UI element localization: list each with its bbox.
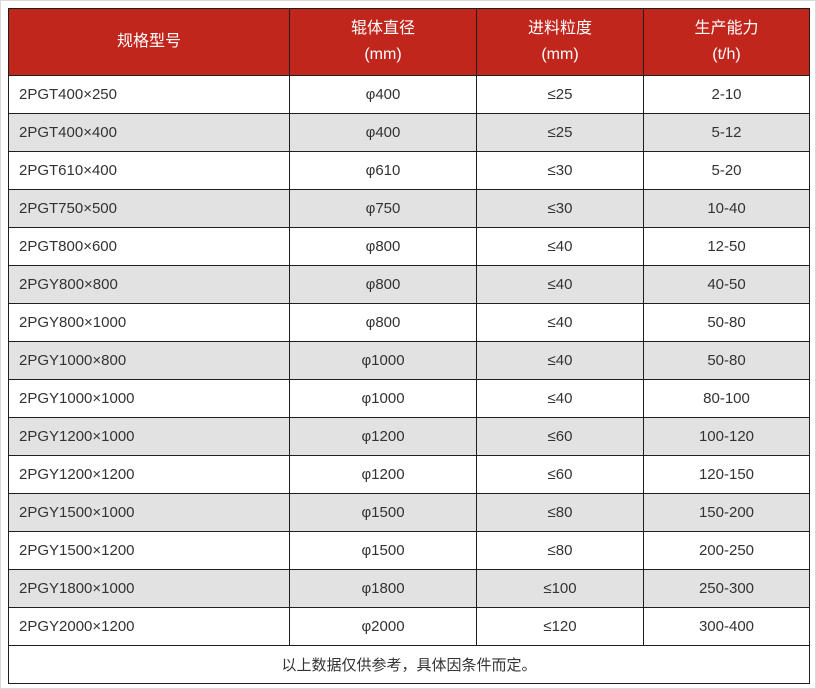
cell-capacity: 5-20 <box>643 151 810 190</box>
cell-capacity: 50-80 <box>643 303 810 342</box>
cell-roller-diameter: φ610 <box>289 151 477 190</box>
cell-model: 2PGY2000×1200 <box>8 607 290 646</box>
cell-capacity: 40-50 <box>643 265 810 304</box>
cell-feed-size: ≤30 <box>476 151 644 190</box>
cell-capacity: 300-400 <box>643 607 810 646</box>
table-row: 2PGY1500×1200 φ1500 ≤80 200-250 <box>8 531 810 570</box>
cell-roller-diameter: φ1800 <box>289 569 477 608</box>
cell-feed-size: ≤25 <box>476 113 644 152</box>
cell-feed-size: ≤80 <box>476 493 644 532</box>
cell-roller-diameter: φ1200 <box>289 417 477 456</box>
cell-feed-size: ≤120 <box>476 607 644 646</box>
cell-capacity: 80-100 <box>643 379 810 418</box>
cell-capacity: 2-10 <box>643 75 810 114</box>
cell-feed-size: ≤40 <box>476 379 644 418</box>
cell-capacity: 120-150 <box>643 455 810 494</box>
col-header-capacity-label: 生产能力 <box>694 20 759 37</box>
cell-roller-diameter: φ1200 <box>289 455 477 494</box>
cell-roller-diameter: φ1000 <box>289 341 477 380</box>
cell-model: 2PGY1200×1200 <box>8 455 290 494</box>
cell-roller-diameter: φ1500 <box>289 531 477 570</box>
table-row: 2PGY1500×1000 φ1500 ≤80 150-200 <box>8 493 810 532</box>
table-row: 2PGY1000×1000 φ1000 ≤40 80-100 <box>8 379 810 418</box>
cell-roller-diameter: φ800 <box>289 265 477 304</box>
cell-roller-diameter: φ800 <box>289 227 477 266</box>
cell-feed-size: ≤40 <box>476 303 644 342</box>
cell-model: 2PGT610×400 <box>8 151 290 190</box>
col-header-feed-size-unit: (mm) <box>541 46 579 63</box>
cell-capacity: 5-12 <box>643 113 810 152</box>
cell-roller-diameter: φ1500 <box>289 493 477 532</box>
table-row: 2PGT610×400 φ610 ≤30 5-20 <box>8 151 810 190</box>
cell-model: 2PGT400×250 <box>8 75 290 114</box>
header-row: 规格型号 辊体直径 (mm) 进料粒度 (mm) 生产能力 (t/h) <box>8 8 810 76</box>
cell-feed-size: ≤40 <box>476 265 644 304</box>
spec-table: 规格型号 辊体直径 (mm) 进料粒度 (mm) 生产能力 (t/h) 2PGT… <box>8 8 810 684</box>
cell-capacity: 12-50 <box>643 227 810 266</box>
cell-model: 2PGT400×400 <box>8 113 290 152</box>
cell-model: 2PGT750×500 <box>8 189 290 228</box>
cell-capacity: 150-200 <box>643 493 810 532</box>
table-row: 2PGY2000×1200 φ2000 ≤120 300-400 <box>8 607 810 646</box>
table-row: 2PGY1000×800 φ1000 ≤40 50-80 <box>8 341 810 380</box>
cell-capacity: 200-250 <box>643 531 810 570</box>
cell-feed-size: ≤30 <box>476 189 644 228</box>
cell-feed-size: ≤40 <box>476 227 644 266</box>
col-header-capacity: 生产能力 (t/h) <box>643 8 810 76</box>
table-header: 规格型号 辊体直径 (mm) 进料粒度 (mm) 生产能力 (t/h) <box>8 8 810 76</box>
col-header-feed-size: 进料粒度 (mm) <box>476 8 644 76</box>
table-row: 2PGY1800×1000 φ1800 ≤100 250-300 <box>8 569 810 608</box>
table-row: 2PGY1200×1200 φ1200 ≤60 120-150 <box>8 455 810 494</box>
cell-model: 2PGY800×1000 <box>8 303 290 342</box>
cell-model: 2PGY800×800 <box>8 265 290 304</box>
cell-feed-size: ≤80 <box>476 531 644 570</box>
col-header-roller-diameter-label: 辊体直径 <box>350 20 415 37</box>
table-row: 2PGT750×500 φ750 ≤30 10-40 <box>8 189 810 228</box>
cell-capacity: 250-300 <box>643 569 810 608</box>
table-body: 2PGT400×250 φ400 ≤25 2-10 2PGT400×400 φ400 ≤25… <box>8 75 810 646</box>
cell-roller-diameter: φ400 <box>289 113 477 152</box>
cell-model: 2PGY1000×800 <box>8 341 290 380</box>
col-header-feed-size-label: 进料粒度 <box>527 20 592 37</box>
cell-feed-size: ≤25 <box>476 75 644 114</box>
cell-feed-size: ≤60 <box>476 455 644 494</box>
table-footnote: 以上数据仅供参考，具体因条件而定。 <box>8 645 810 684</box>
table-row: 2PGT400×400 φ400 ≤25 5-12 <box>8 113 810 152</box>
cell-roller-diameter: φ800 <box>289 303 477 342</box>
cell-model: 2PGY1500×1200 <box>8 531 290 570</box>
cell-model: 2PGY1800×1000 <box>8 569 290 608</box>
cell-capacity: 10-40 <box>643 189 810 228</box>
cell-model: 2PGY1000×1000 <box>8 379 290 418</box>
table-footer: 以上数据仅供参考，具体因条件而定。 <box>8 645 810 684</box>
cell-model: 2PGY1500×1000 <box>8 493 290 532</box>
col-header-model: 规格型号 <box>8 8 290 76</box>
cell-feed-size: ≤40 <box>476 341 644 380</box>
col-header-model-label: 规格型号 <box>116 33 181 50</box>
table-row: 2PGT800×600 φ800 ≤40 12-50 <box>8 227 810 266</box>
cell-roller-diameter: φ2000 <box>289 607 477 646</box>
table-row: 2PGY800×1000 φ800 ≤40 50-80 <box>8 303 810 342</box>
table-row: 2PGT400×250 φ400 ≤25 2-10 <box>8 75 810 114</box>
cell-model: 2PGT800×600 <box>8 227 290 266</box>
table-row: 2PGY800×800 φ800 ≤40 40-50 <box>8 265 810 304</box>
cell-capacity: 100-120 <box>643 417 810 456</box>
cell-feed-size: ≤100 <box>476 569 644 608</box>
col-header-capacity-unit: (t/h) <box>712 46 741 63</box>
footnote-row: 以上数据仅供参考，具体因条件而定。 <box>8 645 810 684</box>
cell-feed-size: ≤60 <box>476 417 644 456</box>
cell-roller-diameter: φ750 <box>289 189 477 228</box>
cell-roller-diameter: φ400 <box>289 75 477 114</box>
cell-capacity: 50-80 <box>643 341 810 380</box>
col-header-roller-diameter-unit: (mm) <box>364 46 402 63</box>
cell-model: 2PGY1200×1000 <box>8 417 290 456</box>
col-header-roller-diameter: 辊体直径 (mm) <box>289 8 477 76</box>
table-row: 2PGY1200×1000 φ1200 ≤60 100-120 <box>8 417 810 456</box>
cell-roller-diameter: φ1000 <box>289 379 477 418</box>
